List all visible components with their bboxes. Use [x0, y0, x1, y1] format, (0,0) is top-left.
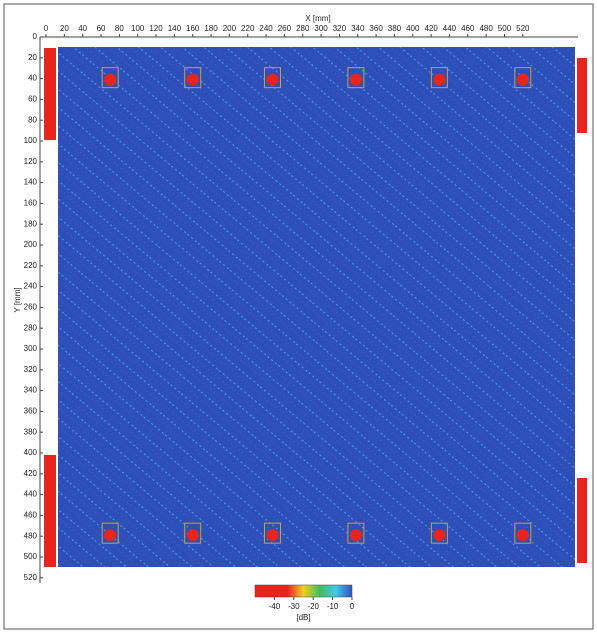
colorbar-tick-label: -30 — [288, 602, 300, 611]
x-tick-label: 40 — [78, 24, 87, 33]
frame — [3, 3, 594, 630]
x-tick-label: 0 — [44, 24, 49, 33]
x-tick-label: 220 — [241, 24, 255, 33]
y-tick-label: 380 — [24, 427, 38, 436]
x-tick-label: 360 — [369, 24, 383, 33]
x-tick-label: 20 — [60, 24, 69, 33]
x-tick-label: 140 — [168, 24, 182, 33]
y-tick-label: 0 — [33, 32, 38, 41]
indication-box — [430, 67, 448, 89]
indication-box — [184, 67, 202, 89]
colorbar-label: [dB] — [296, 613, 310, 622]
indication-box — [430, 522, 448, 544]
y-tick-label: 240 — [24, 282, 38, 291]
indication-box — [263, 67, 281, 89]
x-tick-label: 60 — [97, 24, 106, 33]
x-axis-label: X [mm] — [305, 14, 330, 23]
indication — [433, 529, 446, 542]
indication-box — [101, 67, 119, 89]
x-tick-label: 460 — [461, 24, 475, 33]
indication-box — [347, 67, 365, 89]
x-tick-label: 320 — [333, 24, 347, 33]
y-tick-label: 280 — [24, 323, 38, 332]
y-tick-label: 320 — [24, 365, 38, 374]
edge-echo — [577, 478, 587, 563]
x-tick-label: 420 — [424, 24, 438, 33]
y-tick-label: 140 — [24, 178, 38, 187]
y-tick-label: 60 — [28, 95, 37, 104]
x-tick-label: 120 — [149, 24, 163, 33]
indication — [516, 73, 529, 86]
y-tick-label: 440 — [24, 490, 38, 499]
edge-echo — [44, 48, 56, 140]
edge-echo — [577, 58, 587, 133]
y-tick-label: 40 — [28, 74, 37, 83]
indication-box — [514, 67, 532, 89]
y-tick-label: 500 — [24, 552, 38, 561]
y-tick-label: 340 — [24, 386, 38, 395]
indication — [516, 529, 529, 542]
colorbar-tick-label: 0 — [350, 602, 355, 611]
x-tick-label: 200 — [223, 24, 237, 33]
x-tick-label: 300 — [314, 24, 328, 33]
indication-box — [514, 522, 532, 544]
x-tick-label: 480 — [479, 24, 493, 33]
y-tick-label: 480 — [24, 531, 38, 540]
x-tick-label: 520 — [516, 24, 530, 33]
x-tick-label: 160 — [186, 24, 200, 33]
y-tick-label: 460 — [24, 511, 38, 520]
colorbar-tick-label: -20 — [307, 602, 319, 611]
colorbar — [254, 584, 353, 598]
indication-box — [184, 522, 202, 544]
y-tick-label: 180 — [24, 219, 38, 228]
x-tick-label: 280 — [296, 24, 310, 33]
y-tick-label: 200 — [24, 240, 38, 249]
x-tick-label: 80 — [115, 24, 124, 33]
y-tick-label: 160 — [24, 199, 38, 208]
indication-box — [101, 522, 119, 544]
indication — [104, 529, 117, 542]
x-tick-label: 180 — [204, 24, 218, 33]
indication — [266, 73, 279, 86]
x-tick-label: 100 — [131, 24, 145, 33]
indication-box — [347, 522, 365, 544]
y-tick-label: 20 — [28, 53, 37, 62]
colorbar-tick-label: -10 — [327, 602, 339, 611]
y-tick-label: 520 — [24, 573, 38, 582]
edge-echo — [44, 455, 56, 567]
y-tick-label: 120 — [24, 157, 38, 166]
x-tick-label: 400 — [406, 24, 420, 33]
x-tick-label: 260 — [278, 24, 292, 33]
colorbar-tick-label: -40 — [269, 602, 281, 611]
y-tick-label: 420 — [24, 469, 38, 478]
y-tick-label: 260 — [24, 303, 38, 312]
x-tick-label: 240 — [259, 24, 273, 33]
indication-box — [263, 522, 281, 544]
x-tick-label: 340 — [351, 24, 365, 33]
y-tick-label: 100 — [24, 136, 38, 145]
x-tick-label: 380 — [388, 24, 402, 33]
indication — [186, 73, 199, 86]
scan-image — [58, 47, 575, 567]
y-axis-label: Y [mm] — [13, 287, 22, 312]
indication — [349, 73, 362, 86]
y-tick-label: 360 — [24, 407, 38, 416]
y-tick-label: 400 — [24, 448, 38, 457]
y-tick-label: 300 — [24, 344, 38, 353]
indication — [104, 73, 117, 86]
indication — [266, 529, 279, 542]
indication — [349, 529, 362, 542]
y-tick-label: 80 — [28, 115, 37, 124]
y-tick-label: 220 — [24, 261, 38, 270]
indication — [433, 73, 446, 86]
x-tick-label: 440 — [443, 24, 457, 33]
x-tick-label: 500 — [498, 24, 512, 33]
indication — [186, 529, 199, 542]
